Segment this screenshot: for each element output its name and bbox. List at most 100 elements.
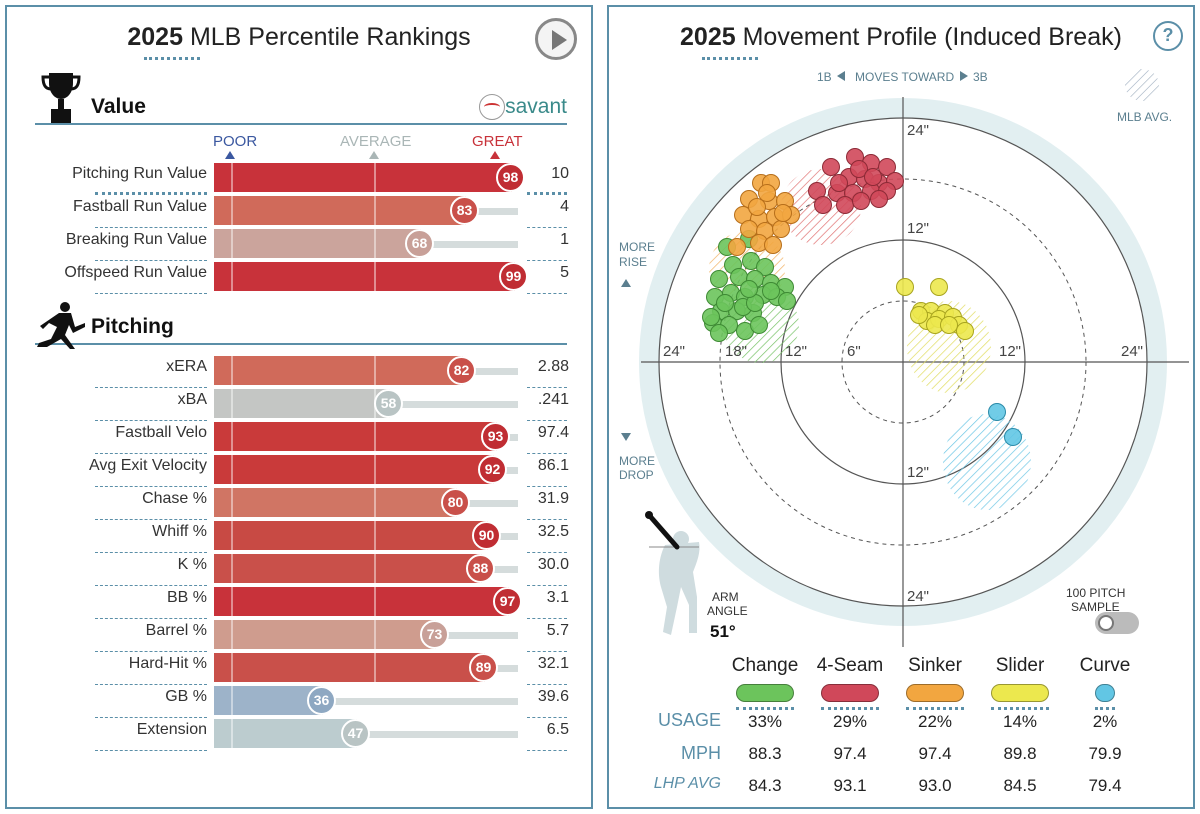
row-divider-right (527, 552, 567, 553)
pitch-color-pill[interactable] (906, 684, 964, 702)
pitch-dot[interactable] (750, 316, 768, 334)
row-divider-right (527, 585, 567, 586)
metric-value: 5 (560, 264, 569, 281)
percentile-row[interactable]: Whiff % 90 32.5 (7, 520, 595, 553)
pitch-dot[interactable] (870, 190, 888, 208)
scale-poor: POOR (213, 133, 258, 150)
play-button[interactable] (535, 18, 577, 60)
pitch-dot[interactable] (762, 282, 780, 300)
ring-label-top-24: 24" (907, 122, 929, 139)
metric-value: 39.6 (537, 688, 569, 705)
pitch-dot[interactable] (830, 174, 848, 192)
savant-logo[interactable]: savant (505, 95, 567, 118)
pitch-dot[interactable] (772, 220, 790, 238)
pitch-dot[interactable] (896, 278, 914, 296)
pitch-dot[interactable] (740, 220, 758, 238)
pitch-dot[interactable] (740, 280, 758, 298)
percentile-bubble: 58 (374, 389, 403, 418)
pitch-dot[interactable] (814, 196, 832, 214)
metric-label: K % (177, 556, 207, 573)
pitch-dot[interactable] (910, 306, 928, 324)
row-divider (95, 293, 207, 294)
percentile-row[interactable]: Avg Exit Velocity 92 86.1 (7, 454, 595, 487)
pitch-dots (702, 148, 1022, 446)
percentile-row[interactable]: Fastball Velo 93 97.4 (7, 421, 595, 454)
usage-cell: 14% (1002, 712, 1038, 731)
percentile-row[interactable]: Hard-Hit % 89 32.1 (7, 652, 595, 685)
title-underline (144, 57, 200, 60)
lhp-avg-cell: 93.0 (918, 776, 952, 795)
movement-plot: 24" 12" 12" 24" 24" 18" 12" 6" 12" 24" 1… (619, 69, 1189, 647)
pitch-dot[interactable] (822, 158, 840, 176)
pitch-dot[interactable] (956, 322, 974, 340)
metric-value: 4 (560, 198, 569, 215)
percentile-row[interactable]: Barrel % 73 5.7 (7, 619, 595, 652)
more-rise-2: RISE (619, 255, 647, 269)
pitch-dot[interactable] (778, 292, 796, 310)
row-divider-right (527, 684, 567, 685)
percentile-row[interactable]: Breaking Run Value 68 1 (7, 228, 595, 261)
pitch-dot[interactable] (702, 308, 720, 326)
pitch-dot[interactable] (864, 168, 882, 186)
scale-tick (231, 163, 233, 192)
arm-angle-value: 51° (710, 622, 736, 641)
scale-tick (231, 587, 233, 616)
percentile-row[interactable]: K % 88 30.0 (7, 553, 595, 586)
percentile-row[interactable]: xERA 82 2.88 (7, 355, 595, 388)
pitch-dot[interactable] (764, 236, 782, 254)
pitch-dot[interactable] (940, 316, 958, 334)
up-arrow-icon (621, 279, 631, 287)
percentile-row[interactable]: Pitching Run Value 98 10 (7, 162, 595, 195)
pitch-color-pill[interactable] (991, 684, 1049, 702)
great-arrow-icon (490, 151, 500, 159)
percentile-row[interactable]: Offspeed Run Value 99 5 (7, 261, 595, 294)
pitch-color-pill[interactable] (1095, 684, 1115, 702)
percentile-row[interactable]: BB % 97 3.1 (7, 586, 595, 619)
pitch-dot[interactable] (748, 198, 766, 216)
metric-label: Whiff % (152, 523, 207, 540)
percentile-bubble: 36 (307, 686, 336, 715)
metric-value: 6.5 (546, 721, 569, 738)
pitch-dot[interactable] (836, 196, 854, 214)
pitch-dot[interactable] (710, 270, 728, 288)
pitch-color-pill[interactable] (821, 684, 879, 702)
metric-label: Offspeed Run Value (64, 264, 207, 281)
metric-label: Hard-Hit % (128, 655, 207, 672)
pitch-dot[interactable] (728, 238, 746, 256)
pitch-dot[interactable] (774, 204, 792, 222)
pitch-name: Sinker (908, 655, 962, 676)
pitch-dot[interactable] (930, 278, 948, 296)
pitch-dot[interactable] (988, 403, 1006, 421)
percentile-row[interactable]: Extension 47 6.5 (7, 718, 595, 751)
metric-value: 1 (560, 231, 569, 248)
moves-1b: 1B (817, 70, 832, 84)
pitch-dot[interactable] (756, 258, 774, 276)
scale-tick (374, 554, 376, 583)
pitch-dot[interactable] (710, 324, 728, 342)
percentile-row[interactable]: Fastball Run Value 83 4 (7, 195, 595, 228)
help-button[interactable]: ? (1153, 21, 1183, 51)
pitch-color-pill[interactable] (736, 684, 794, 702)
pitch-dot[interactable] (850, 160, 868, 178)
title-year: 2025 (127, 23, 183, 51)
pitch-dot[interactable] (852, 192, 870, 210)
ring-label-left-12: 12" (785, 343, 807, 360)
percentile-row[interactable]: GB % 36 39.6 (7, 685, 595, 718)
percentile-bubble: 92 (478, 455, 507, 484)
arm-angle-pitcher-icon (645, 511, 700, 635)
percentile-bubble: 89 (469, 653, 498, 682)
metric-value: 97.4 (537, 424, 569, 441)
percentile-row[interactable]: xBA 58 .241 (7, 388, 595, 421)
ring-label-top-12: 12" (907, 220, 929, 237)
sample-label-1: 100 PITCH (1066, 586, 1125, 600)
mph-cell: 89.8 (1003, 744, 1037, 763)
pitch-dot[interactable] (716, 294, 734, 312)
more-drop-1: MORE (619, 454, 655, 468)
scale-tick (231, 620, 233, 649)
pitch-dot[interactable] (1004, 428, 1022, 446)
percentile-row[interactable]: Chase % 80 31.9 (7, 487, 595, 520)
row-lhp-avg-label: LHP AVG (653, 775, 721, 792)
pitch-dot[interactable] (758, 184, 776, 202)
pitch-dot[interactable] (878, 158, 896, 176)
pitch-sample-toggle[interactable] (1095, 612, 1139, 634)
